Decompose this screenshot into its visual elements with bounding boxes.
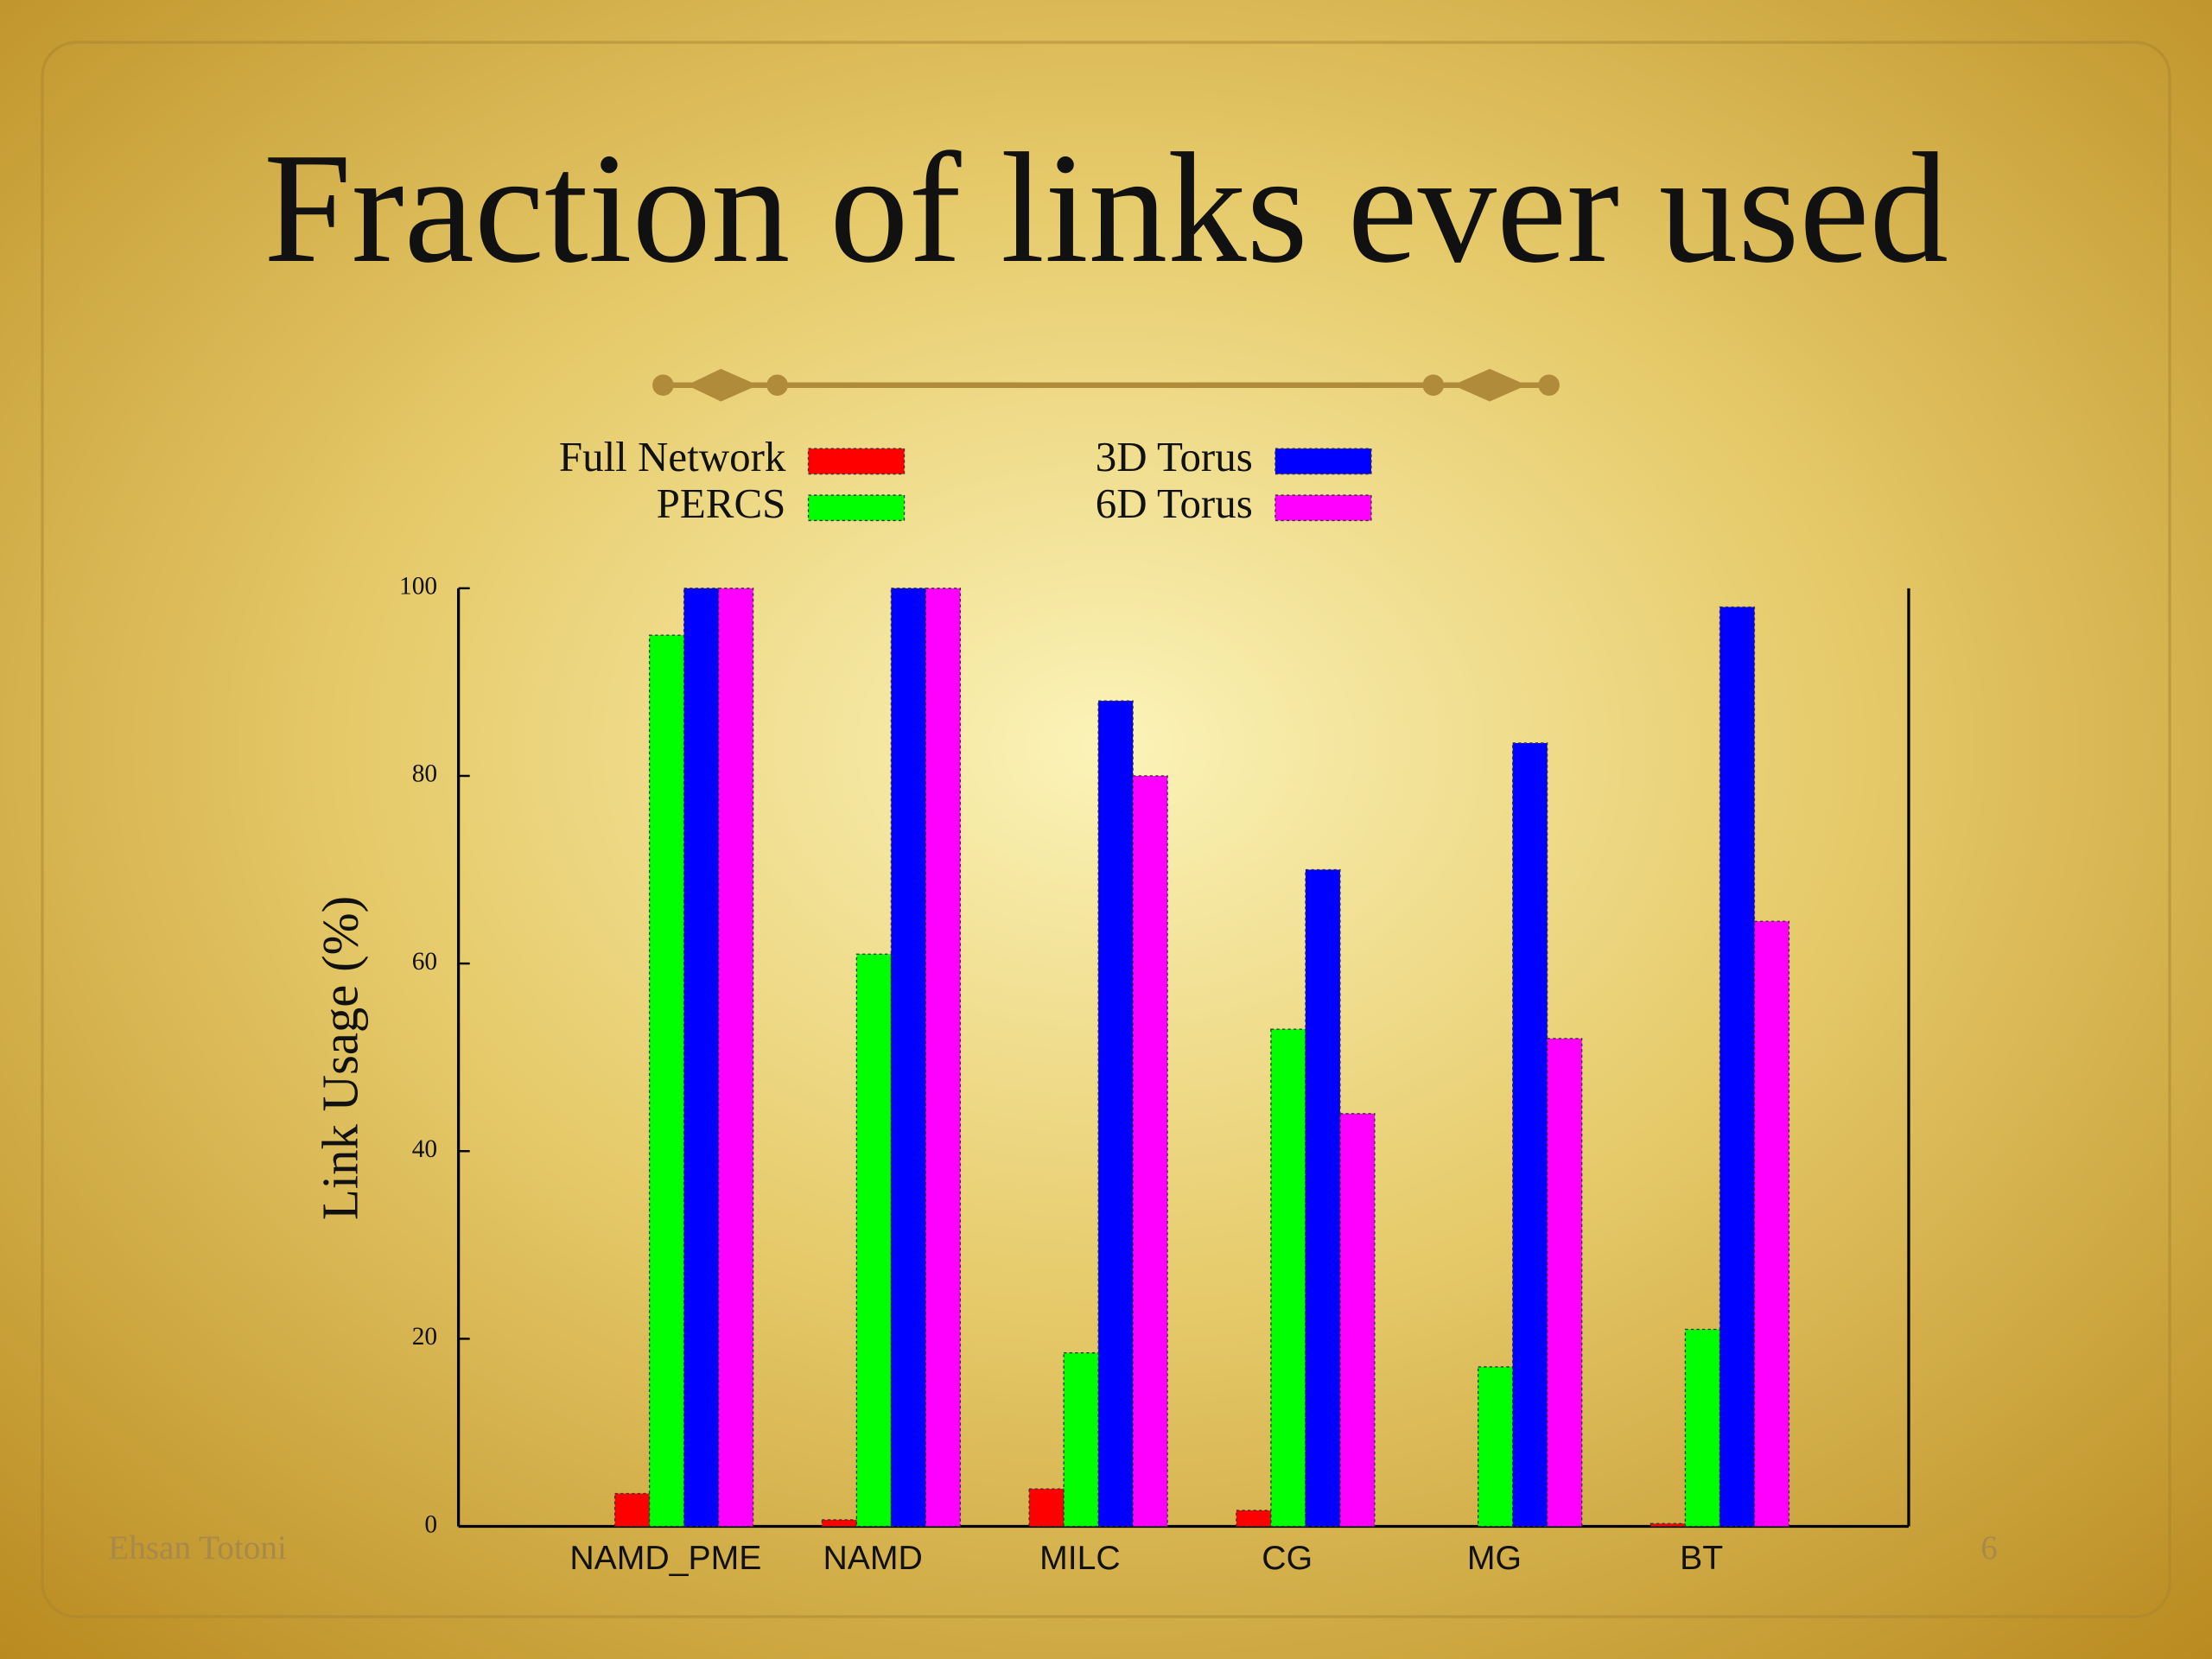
bar xyxy=(1512,742,1548,1528)
bar xyxy=(1097,700,1134,1528)
bar xyxy=(1753,920,1790,1528)
legend-swatch xyxy=(807,494,906,522)
bar xyxy=(717,588,754,1528)
divider xyxy=(652,368,1560,402)
bar xyxy=(1236,1510,1272,1528)
x-tick-label: MILC xyxy=(1039,1540,1121,1577)
legend-swatch xyxy=(1274,448,1372,475)
bar xyxy=(1305,868,1341,1528)
x-tick-label: BT xyxy=(1680,1540,1723,1577)
bar xyxy=(890,588,927,1528)
legend-swatch xyxy=(807,448,906,475)
legend-label: 6D Torus xyxy=(1096,480,1253,527)
bar xyxy=(683,588,720,1528)
y-tick-label: 80 xyxy=(412,760,437,788)
plot: 0 20 40 60 80 100 NAMD_PME NAMD MILC CG MG BT Full N… xyxy=(399,433,1910,1577)
bar xyxy=(925,588,962,1528)
bar xyxy=(648,634,685,1528)
bar xyxy=(1684,1328,1721,1528)
bar xyxy=(1132,775,1168,1528)
bar xyxy=(1028,1488,1065,1528)
bar xyxy=(855,953,893,1528)
frame xyxy=(41,41,2171,1618)
y-tick-label: 60 xyxy=(412,948,437,976)
bar xyxy=(1270,1028,1306,1528)
x-tick-label: CG xyxy=(1262,1540,1313,1577)
bar xyxy=(1547,1038,1583,1528)
bar xyxy=(613,1492,651,1528)
page-number: 6 xyxy=(1980,1529,1998,1567)
legend-label: PERCS xyxy=(657,480,786,527)
legend-swatch xyxy=(1274,494,1372,522)
bar xyxy=(1649,1522,1687,1528)
legend-label: 3D Torus xyxy=(1096,433,1253,480)
bar xyxy=(1719,606,1756,1528)
x-tick-label: NAMD xyxy=(823,1540,922,1577)
bar xyxy=(1063,1352,1099,1528)
bar xyxy=(1478,1366,1514,1528)
bar xyxy=(821,1519,858,1528)
legend-label: Full Network xyxy=(559,433,786,480)
chart-title: Fraction of links ever used xyxy=(264,120,1948,296)
y-tick-label: 100 xyxy=(399,573,437,601)
x-tick-label: MG xyxy=(1467,1540,1522,1577)
footer: Ehsan Totoni xyxy=(108,1529,287,1567)
y-tick-label: 20 xyxy=(412,1323,437,1351)
y-tick-label: 40 xyxy=(412,1135,437,1163)
y-axis-label: Link Usage (%) xyxy=(312,896,368,1220)
x-tick-label: NAMD_PME xyxy=(569,1540,761,1577)
y-tick-label: 0 xyxy=(424,1510,437,1538)
bar xyxy=(1339,1113,1376,1528)
